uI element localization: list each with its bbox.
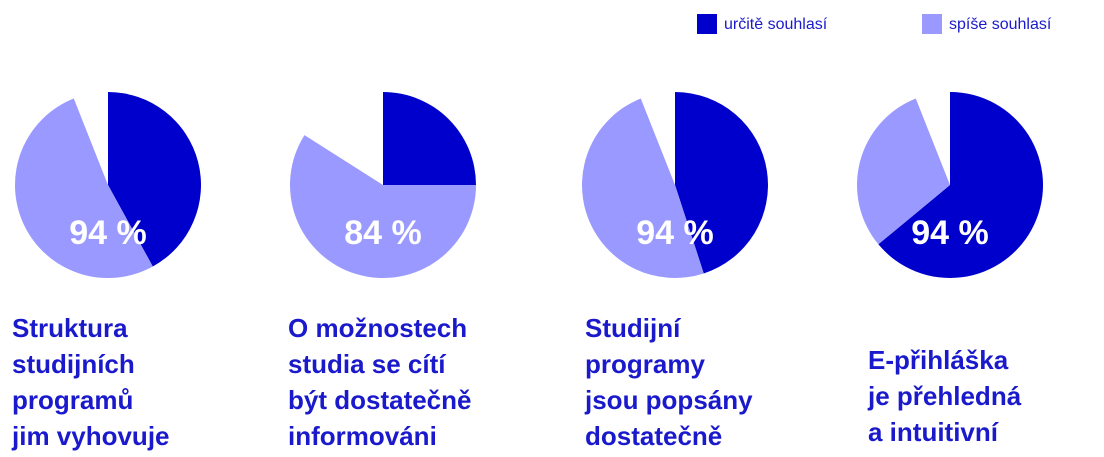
- total-label: 94 %: [911, 214, 989, 252]
- caption: studia se cítí: [288, 349, 446, 379]
- pie-slice: [289, 135, 476, 279]
- caption: a intuitivní: [868, 417, 999, 447]
- total-label: 94 %: [636, 214, 714, 252]
- legend-label: určitě souhlasí: [724, 16, 828, 33]
- caption: jim vyhovuje: [11, 421, 170, 451]
- caption: studijních: [12, 349, 135, 379]
- total-label: 84 %: [344, 214, 422, 252]
- pie-slice: [108, 92, 202, 267]
- caption: Struktura: [12, 313, 128, 343]
- caption: programů: [12, 385, 133, 415]
- caption: E-přihláška: [868, 345, 1009, 375]
- pie-slice: [582, 98, 704, 278]
- caption: je přehledná: [867, 381, 1022, 411]
- pie-slice: [15, 98, 153, 278]
- caption: jsou popsány: [584, 385, 753, 415]
- legend-swatch: [922, 14, 942, 34]
- caption: programy: [585, 349, 705, 379]
- total-label: 94 %: [69, 214, 147, 252]
- caption: informováni: [288, 421, 437, 451]
- legend-swatch: [697, 14, 717, 34]
- legend-label: spíše souhlasí: [949, 16, 1052, 33]
- pie-slice: [675, 92, 768, 274]
- pie-slice: [383, 92, 476, 185]
- pie-slice: [857, 98, 950, 245]
- caption: O možnostech: [288, 313, 467, 343]
- caption: Studijní: [585, 313, 681, 343]
- caption: dostatečně: [585, 421, 722, 451]
- pie-slice: [878, 92, 1044, 279]
- caption: být dostatečně: [288, 385, 472, 415]
